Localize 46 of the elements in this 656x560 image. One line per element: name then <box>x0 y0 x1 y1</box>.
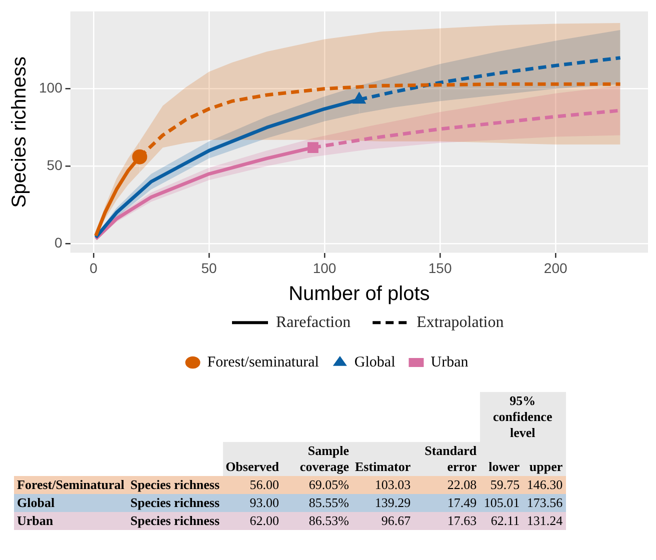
text: 103.03 <box>352 476 414 494</box>
text: Observed <box>222 442 282 476</box>
text: Urban <box>14 512 128 530</box>
text: 146.30 <box>522 476 566 494</box>
y-axis-title: Species richness <box>8 56 31 208</box>
text: 59.75 <box>480 476 523 494</box>
text: 105.01 <box>480 494 523 512</box>
x-tick-label: 150 <box>428 260 452 276</box>
text: 96.67 <box>352 512 414 530</box>
text: 93.00 <box>222 494 282 512</box>
text: 17.63 <box>414 512 480 530</box>
legend-label: Forest/seminatural <box>207 354 319 370</box>
text: 139.29 <box>352 494 414 512</box>
text: Species richness <box>127 512 223 530</box>
text: Rarefaction <box>276 314 351 331</box>
text: Forest/Seminatural <box>14 476 128 494</box>
text: 131.24 <box>522 512 566 530</box>
y-tick-label: 0 <box>54 234 63 250</box>
text: Sample coverage <box>282 442 352 476</box>
text: Species richness <box>127 494 223 512</box>
text: 173.56 <box>522 494 566 512</box>
text: 86.53% <box>282 512 352 530</box>
legend-label: Urban <box>430 354 469 370</box>
text: 56.00 <box>222 476 282 494</box>
text: Estimator <box>352 442 414 476</box>
text: upper <box>522 442 566 476</box>
x-tick-label: 100 <box>312 260 336 276</box>
x-tick-label: 200 <box>544 260 568 276</box>
text: 22.08 <box>414 476 480 494</box>
text: 85.55% <box>282 494 352 512</box>
text: Species richness <box>127 476 223 494</box>
y-tick-label: 50 <box>46 157 63 174</box>
legend-label: Global <box>354 354 396 370</box>
x-axis-title: Number of plots <box>288 283 430 306</box>
text: 95% confidence level <box>480 392 566 442</box>
text: Global <box>14 494 128 512</box>
text: Standard error <box>414 442 480 476</box>
text: 62.11 <box>480 512 523 530</box>
text: Extrapolation <box>416 314 504 331</box>
y-tick-label: 100 <box>39 80 63 96</box>
text: 69.05% <box>282 476 352 494</box>
x-tick-label: 50 <box>201 260 217 276</box>
x-tick-label: 0 <box>90 260 98 276</box>
text: lower <box>480 442 523 476</box>
text: 17.49 <box>414 494 480 512</box>
text: 62.00 <box>222 512 282 530</box>
